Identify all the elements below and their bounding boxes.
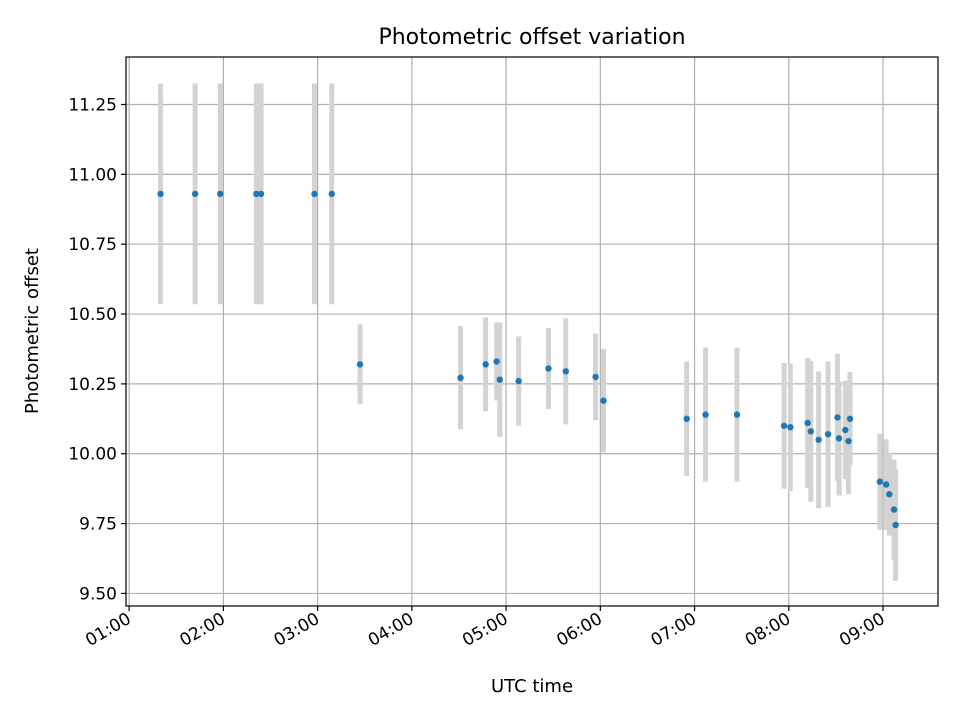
- y-tick-label: 11.00: [68, 165, 117, 185]
- plot-frame: [125, 56, 939, 607]
- data-point: [257, 190, 265, 198]
- data-point: [846, 415, 854, 423]
- data-point: [311, 190, 318, 198]
- y-tick-label: 10.00: [68, 445, 117, 465]
- data-point: [253, 190, 260, 198]
- data-point: [876, 478, 884, 485]
- data-point: [702, 411, 709, 418]
- x-axis-label: UTC time: [491, 676, 573, 697]
- data-point: [835, 435, 843, 442]
- data-point: [217, 190, 224, 198]
- data-point: [845, 437, 852, 445]
- data-point: [842, 426, 849, 434]
- data-point: [515, 377, 522, 385]
- data-point: [733, 411, 741, 418]
- data-point: [600, 397, 607, 404]
- data-point: [496, 376, 504, 383]
- y-tick-label: 9.75: [79, 515, 117, 535]
- data-point: [191, 190, 199, 198]
- data-point: [545, 365, 552, 372]
- y-tick-label: 9.50: [79, 584, 117, 604]
- chart-title: Photometric offset variation: [378, 25, 685, 50]
- data-point: [328, 190, 335, 198]
- data-point: [780, 422, 788, 429]
- data-point: [157, 190, 164, 198]
- data-point: [824, 430, 832, 438]
- data-point: [890, 506, 898, 513]
- data-point: [807, 428, 814, 435]
- y-tick-label: 10.50: [68, 305, 117, 325]
- data-point: [882, 481, 890, 488]
- data-point: [493, 358, 500, 365]
- data-point: [356, 361, 364, 368]
- data-point: [787, 423, 794, 431]
- data-point: [804, 419, 811, 427]
- data-point: [562, 368, 569, 375]
- data-points: [157, 190, 899, 529]
- data-point: [892, 521, 899, 529]
- y-tick-label: 10.75: [68, 235, 117, 255]
- data-point: [815, 436, 822, 443]
- y-tick-label: 11.25: [68, 95, 117, 115]
- data-point: [482, 361, 489, 368]
- data-point: [457, 374, 464, 381]
- data-point: [592, 373, 599, 381]
- data-point: [834, 414, 841, 421]
- y-tick-label: 10.25: [68, 375, 117, 395]
- data-point: [886, 491, 893, 498]
- data-point: [683, 415, 690, 423]
- y-axis-label: Photometric offset: [22, 248, 43, 414]
